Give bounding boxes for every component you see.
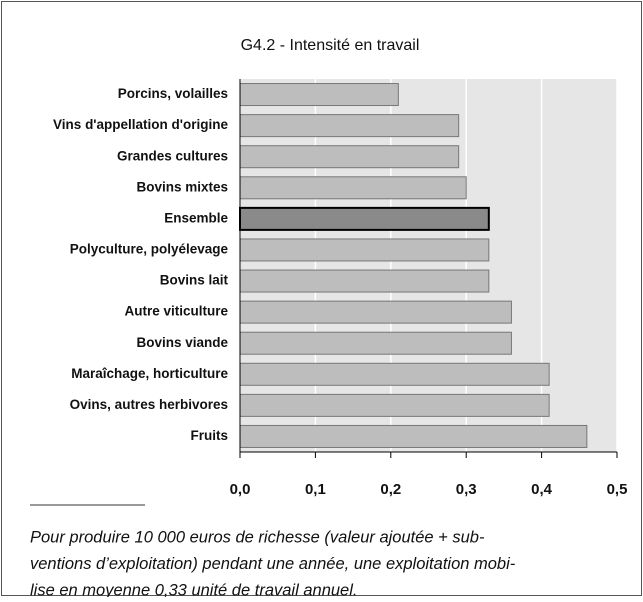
y-tick-label: Maraîchage, horticulture — [71, 366, 228, 381]
y-tick-label: Ensemble — [164, 210, 228, 225]
bar — [239, 176, 467, 200]
bar — [239, 362, 550, 386]
bar — [239, 393, 550, 417]
bar — [239, 145, 460, 169]
y-tick-label: Bovins mixtes — [136, 179, 228, 194]
x-tick-label: 0,0 — [230, 481, 251, 498]
bar — [239, 300, 512, 324]
bar — [239, 114, 460, 138]
x-tick-label: 0,1 — [305, 481, 326, 498]
bar — [239, 269, 490, 293]
plot-area — [240, 79, 617, 452]
bar — [239, 424, 588, 448]
bar — [239, 206, 490, 231]
x-tick-label: 0,2 — [380, 481, 401, 498]
y-tick-label: Bovins lait — [160, 273, 229, 288]
bar — [239, 238, 490, 262]
y-tick-label: Autre viticulture — [124, 304, 228, 319]
y-tick-label: Polyculture, polyélevage — [70, 242, 229, 257]
x-tick-label: 0,3 — [456, 481, 477, 498]
y-tick-label: Ovins, autres herbivores — [70, 397, 228, 412]
bar — [239, 331, 512, 355]
x-tick-label: 0,4 — [531, 481, 553, 498]
y-tick-label: Porcins, volailles — [118, 86, 228, 101]
y-tick-label: Grandes cultures — [117, 148, 228, 163]
y-tick-label: Bovins viande — [136, 335, 228, 350]
chart-title: G4.2 - Intensité en travail — [241, 37, 420, 54]
y-tick-label: Fruits — [190, 428, 228, 443]
x-tick-label: 0,5 — [607, 481, 628, 498]
note: Pour produire 10 000 euros de richesse (… — [30, 528, 485, 546]
y-tick-label: Vins d'appellation d'origine — [53, 117, 228, 132]
note: lise en moyenne 0,33 unité de travail an… — [30, 581, 357, 597]
note: ventions d’exploitation) pendant une ann… — [30, 555, 516, 573]
bar — [239, 83, 399, 107]
